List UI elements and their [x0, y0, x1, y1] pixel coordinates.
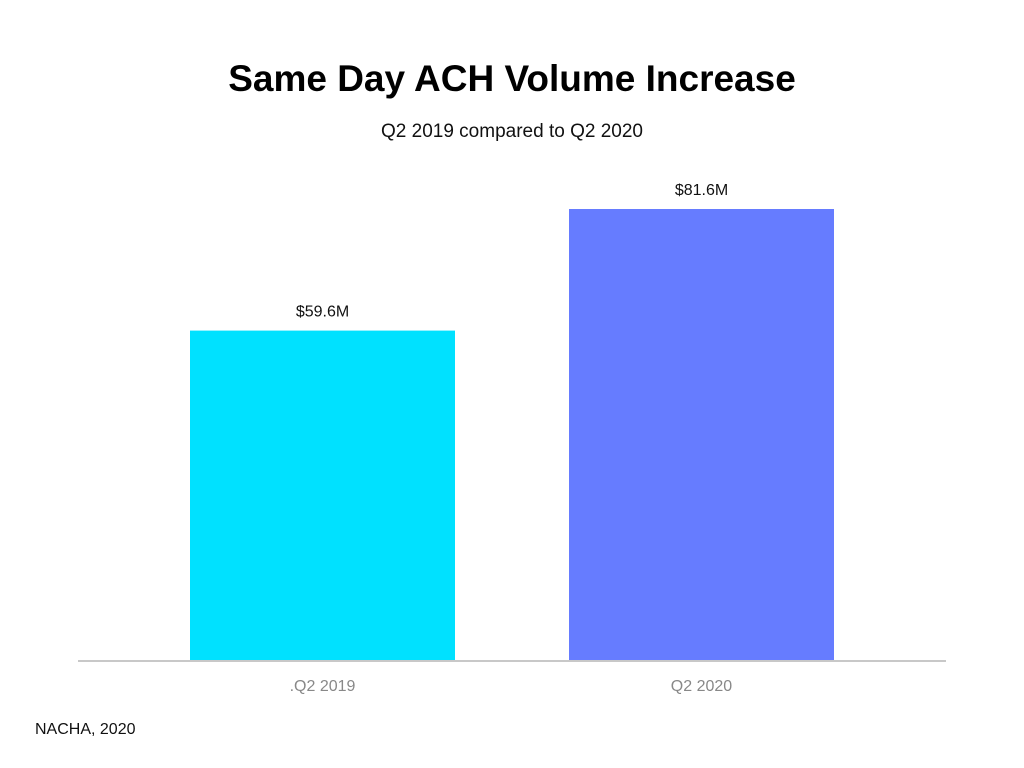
- chart-title: Same Day ACH Volume Increase: [228, 58, 796, 99]
- source-note: NACHA, 2020: [35, 721, 136, 738]
- data-label: $81.6M: [675, 182, 728, 199]
- x-tick-label: Q2 2020: [671, 678, 732, 695]
- bar: [569, 209, 834, 660]
- chart-subtitle: Q2 2019 compared to Q2 2020: [381, 121, 643, 142]
- bar: [190, 330, 455, 660]
- x-tick-label: .Q2 2019: [290, 678, 356, 695]
- data-label: $59.6M: [296, 304, 349, 321]
